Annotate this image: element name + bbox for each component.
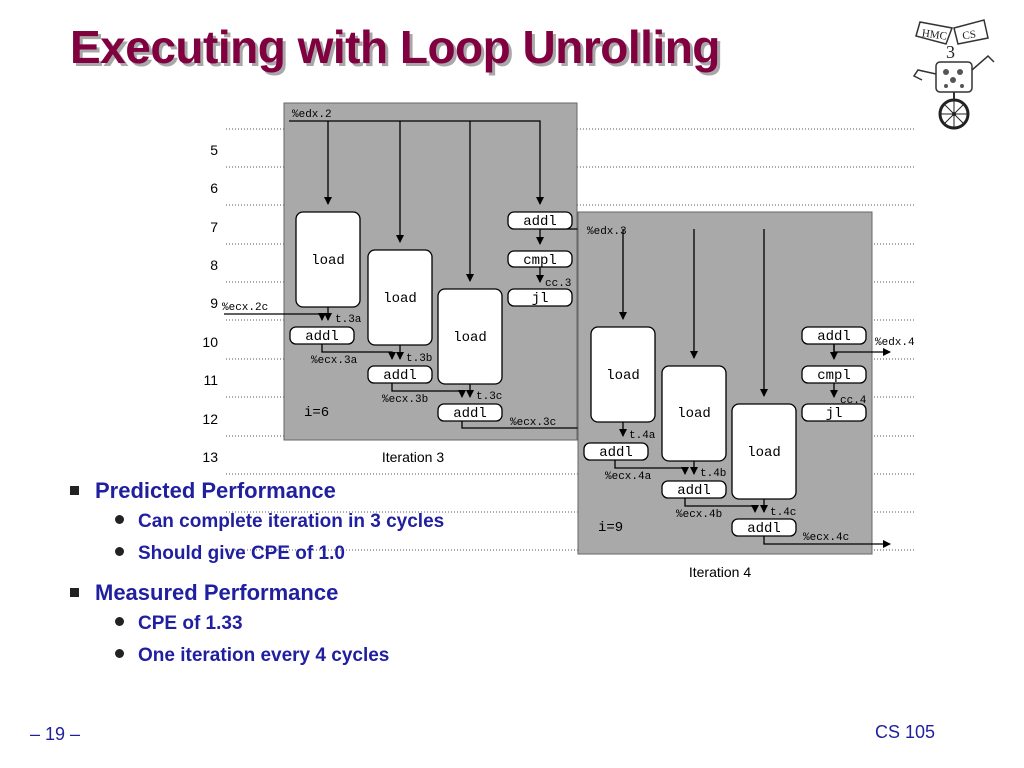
edx-in-label: %edx.3 <box>587 226 627 238</box>
temp-label: t.4a <box>629 430 656 442</box>
round-bullet-icon <box>115 515 124 525</box>
addl-op: addl <box>677 483 711 499</box>
load-op: load <box>747 445 781 461</box>
cycle-label: 13 <box>202 449 218 465</box>
load-op: load <box>677 406 711 422</box>
course-label: CS 105 <box>875 722 936 742</box>
register-label: %ecx.4c <box>803 532 849 544</box>
square-bullet-icon <box>70 587 79 597</box>
register-label: %ecx.3a <box>311 355 358 367</box>
register-label: %ecx.4a <box>605 471 652 483</box>
sub-bullet: Can complete iteration in 3 cycles <box>115 511 444 533</box>
condition-code-label: cc.3 <box>545 278 571 290</box>
iteration-4-caption: Iteration 4 <box>689 564 751 580</box>
bullet-measured: Measured Performance <box>70 580 338 606</box>
temp-label: t.3b <box>406 353 432 365</box>
cycle-label: 9 <box>210 295 218 311</box>
hmc-cs-logo: HMC CS 3 <box>912 19 995 130</box>
addl-op: addl <box>453 406 487 422</box>
addl-op: addl <box>817 329 851 345</box>
register-label: %ecx.2c <box>222 302 268 314</box>
register-label: %ecx.3b <box>382 394 428 406</box>
cycle-label: 5 <box>210 142 218 158</box>
cycle-label: 12 <box>202 411 218 427</box>
load-op: load <box>383 291 417 307</box>
load-op: load <box>606 368 640 384</box>
index-label: i=6 <box>304 405 329 421</box>
iteration-3-caption: Iteration 3 <box>382 449 444 465</box>
temp-label: t.3c <box>476 391 502 403</box>
sub-bullet: Should give CPE of 1.0 <box>115 543 345 565</box>
load-op: load <box>453 330 487 346</box>
addl-op: addl <box>523 214 557 230</box>
edx-in-label: %edx.2 <box>292 109 332 121</box>
cmpl-op: cmpl <box>817 368 851 384</box>
addl-op: addl <box>305 329 339 345</box>
jl-op: jl <box>826 406 843 422</box>
svg-text:3: 3 <box>946 42 955 62</box>
round-bullet-icon <box>115 547 124 557</box>
svg-text:CS: CS <box>962 29 977 43</box>
page-number: – 19 – <box>30 724 81 744</box>
register-label: %ecx.3c <box>510 417 556 429</box>
temp-label: t.4c <box>770 507 796 519</box>
cycle-label: 6 <box>210 180 218 196</box>
sub-bullet: One iteration every 4 cycles <box>115 645 389 667</box>
edx-out-label: %edx.4 <box>875 337 915 349</box>
temp-label: t.4b <box>700 468 726 480</box>
index-label: i=9 <box>598 520 623 536</box>
cycle-label: 10 <box>202 334 218 350</box>
addl-op: addl <box>599 445 633 461</box>
sub-bullet: CPE of 1.33 <box>115 613 243 635</box>
round-bullet-icon <box>115 649 124 659</box>
jl-op: jl <box>532 291 549 307</box>
addl-op: addl <box>747 521 781 537</box>
cmpl-op: cmpl <box>523 253 557 269</box>
bullet-predicted: Predicted Performance <box>70 478 336 504</box>
register-label: %ecx.4b <box>676 509 722 521</box>
square-bullet-icon <box>70 485 79 495</box>
addl-op: addl <box>383 368 417 384</box>
cycle-label: 8 <box>210 257 218 273</box>
svg-text:HMC: HMC <box>921 27 947 42</box>
cycle-label: 7 <box>210 219 218 235</box>
slide-title: Executing with Loop Unrolling <box>70 21 720 73</box>
cycle-label: 11 <box>203 372 218 388</box>
round-bullet-icon <box>115 617 124 627</box>
temp-label: t.3a <box>335 314 362 326</box>
load-op: load <box>311 253 345 269</box>
